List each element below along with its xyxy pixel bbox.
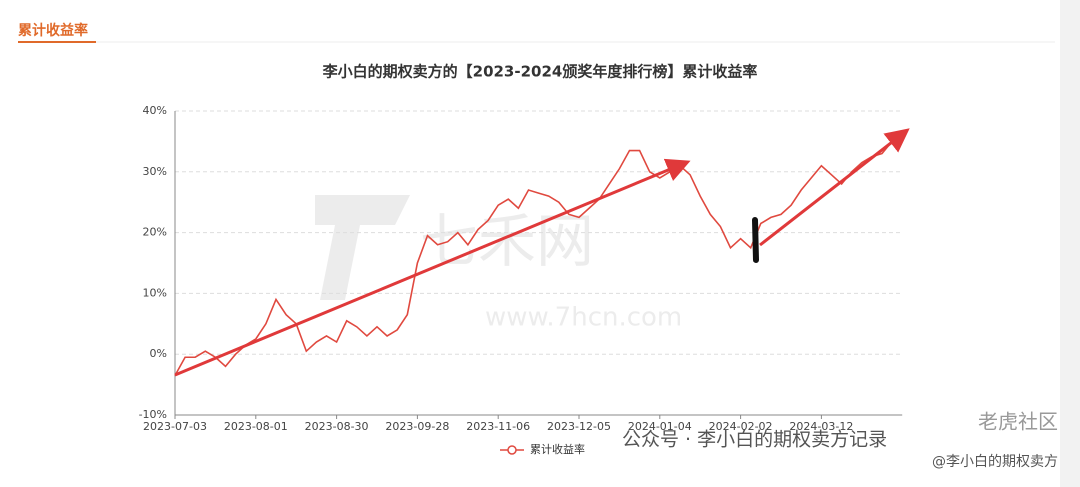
x-tick-label: 2023-11-06 (466, 420, 530, 433)
y-tick-label: -10% (139, 408, 167, 421)
x-tick-label: 2024-01-04 (628, 420, 692, 433)
annotations (174, 128, 910, 377)
watermark: 七禾网 (420, 207, 594, 275)
watermark: www.7hcn.com (485, 303, 682, 333)
x-tick-label: 2023-07-03 (143, 420, 207, 433)
chart-title: 李小白的期权卖方的【2023-2024颁奖年度排行榜】累计收益率 (322, 63, 758, 81)
watermark: @李小白的期权卖方 (932, 454, 1058, 470)
x-tick-label: 2024-02-02 (709, 420, 773, 433)
plot: -10% 0% 10% 20% 30% 40% 2023-07-03 2023-08-01 20… (139, 104, 903, 456)
series-line (174, 140, 893, 376)
trend-arrow (174, 158, 691, 377)
watermark: 公众号 · 李小白的期权卖方记录 (622, 429, 887, 451)
trend-arrow (759, 128, 910, 247)
section-title: 累计收益率 (18, 22, 88, 39)
x-tick-label: 2023-09-28 (385, 420, 449, 433)
side-strip (1060, 0, 1080, 487)
x-tick-label: 2023-08-30 (305, 420, 369, 433)
watermark: 老虎社区 (978, 410, 1058, 434)
watermark-logo (315, 195, 410, 300)
y-tick-label: 0% (150, 347, 167, 360)
y-tick-label: 10% (143, 286, 167, 299)
legend-label: 累计收益率 (530, 442, 585, 456)
marker-bar (752, 217, 759, 263)
x-tick-label: 2023-12-05 (547, 420, 611, 433)
y-tick-label: 30% (143, 165, 167, 178)
x-tick-label: 2023-08-01 (224, 420, 288, 433)
watermark-group: 七禾网 www.7hcn.com 公众号 · 李小白的期权卖方记录 老虎社区 @李小白的… (315, 195, 1058, 470)
y-tick-label: 20% (143, 226, 167, 239)
y-tick-label: 40% (143, 104, 167, 117)
legend-marker (507, 445, 517, 455)
x-tick-label: 2024-03-12 (789, 420, 853, 433)
